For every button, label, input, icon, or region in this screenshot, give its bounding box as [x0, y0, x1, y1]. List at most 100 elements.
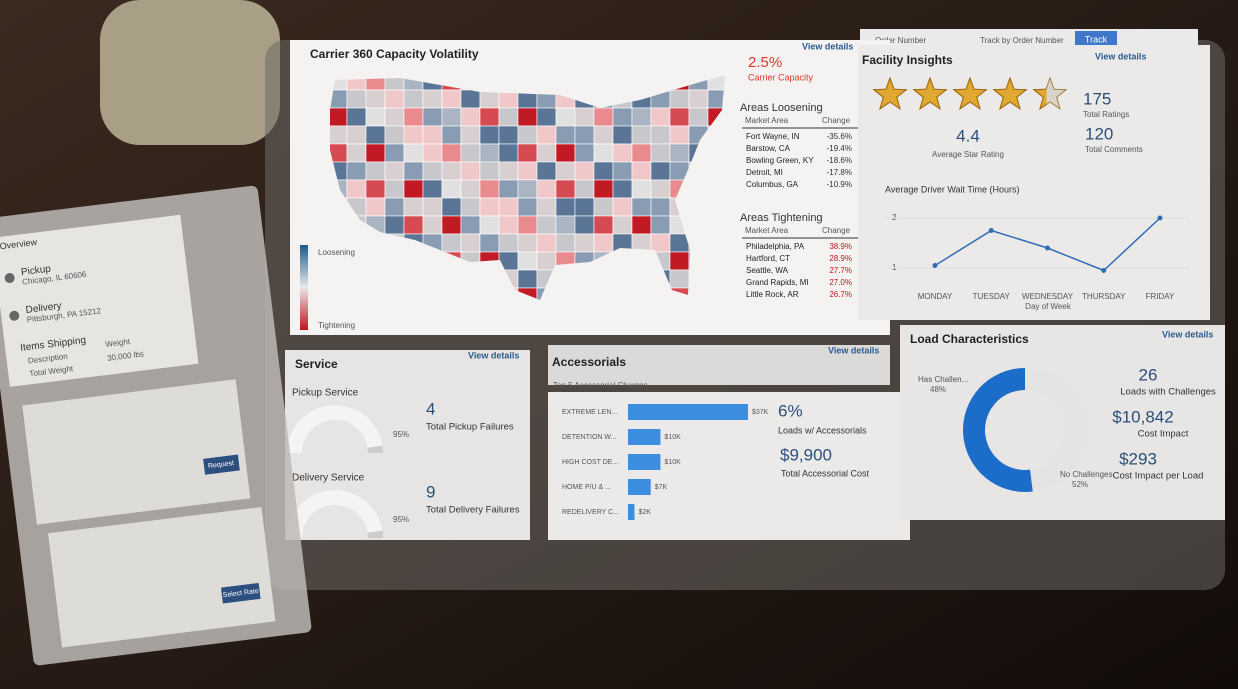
- search-input[interactable]: Track by Order Number: [980, 36, 1064, 45]
- state: [650, 143, 671, 163]
- market-area: Hartford, CT: [746, 254, 790, 263]
- state: [422, 215, 443, 235]
- state: [593, 233, 614, 253]
- state: [479, 233, 500, 253]
- point: [1101, 268, 1107, 273]
- total-weight: 30,000 lbs: [107, 349, 145, 362]
- state: [384, 197, 405, 217]
- gauge-value-label: 95%: [393, 430, 409, 439]
- total: $9,900: [780, 445, 832, 464]
- view-details[interactable]: View details: [1162, 329, 1213, 339]
- legend-top: Loosening: [318, 248, 355, 257]
- state: [612, 161, 633, 181]
- overview-title: Overview: [0, 237, 38, 252]
- state: [498, 233, 519, 253]
- state: [555, 197, 576, 217]
- col-header: Market Area: [745, 226, 789, 235]
- bar: [628, 404, 748, 420]
- state: [346, 161, 367, 181]
- state: [612, 197, 633, 217]
- legend-gradient: [300, 245, 308, 330]
- select-rate-button[interactable]: [220, 582, 261, 604]
- state: [384, 179, 405, 199]
- state: [574, 215, 595, 235]
- accessorials-panel: Accessorials View details Top 5 Accessor…: [548, 345, 910, 540]
- state: [384, 215, 405, 235]
- state: [593, 143, 614, 163]
- col-header: Market Area: [745, 116, 789, 125]
- state: [365, 107, 386, 127]
- view-details[interactable]: View details: [468, 350, 519, 360]
- state: [479, 107, 500, 127]
- state: [330, 125, 348, 145]
- state: [384, 107, 405, 127]
- state: [555, 107, 576, 127]
- market-area: Barstow, CA: [746, 144, 791, 153]
- facility-title: Facility Insights: [862, 53, 953, 67]
- state: [365, 143, 386, 163]
- gauge-value-label: 95%: [393, 515, 409, 524]
- state: [479, 89, 500, 109]
- star: [993, 78, 1027, 110]
- state: [593, 197, 614, 217]
- state: [422, 107, 443, 127]
- state: [555, 233, 576, 253]
- state: [612, 143, 633, 163]
- state: [346, 143, 367, 163]
- state: [650, 233, 671, 253]
- state: [403, 179, 424, 199]
- state: [669, 89, 690, 109]
- request-button[interactable]: [203, 454, 240, 475]
- state: [536, 107, 557, 127]
- x-tick-label: TUESDAY: [973, 292, 1011, 301]
- state: [593, 107, 614, 127]
- state: [650, 215, 671, 235]
- state: [346, 107, 367, 127]
- failure-count: 9: [426, 482, 435, 501]
- legend-label: No Challenges: [1060, 470, 1112, 479]
- view-details[interactable]: View details: [828, 345, 879, 355]
- state: [441, 179, 462, 199]
- state: [612, 179, 633, 199]
- facility-panel: Facility Insights View details 4.4 Avera…: [858, 45, 1210, 320]
- state: [384, 143, 405, 163]
- bar: [628, 454, 661, 470]
- change: 27.0%: [829, 278, 852, 287]
- chart-title: Top 5 Accessorial Charges: [553, 381, 648, 390]
- state: [422, 197, 443, 217]
- order-select[interactable]: Order Number: [875, 36, 926, 45]
- select-rate-label: Select Rate: [222, 588, 259, 599]
- state: [536, 197, 557, 217]
- star: [1033, 85, 1047, 110]
- donut-segment: [1025, 368, 1087, 492]
- state: [669, 107, 690, 127]
- state: [574, 197, 595, 217]
- state: [403, 89, 424, 109]
- stat-label: Cost Impact per Load: [1113, 471, 1204, 482]
- state: [441, 215, 462, 235]
- state: [669, 143, 690, 163]
- view-details[interactable]: View details: [1095, 51, 1146, 61]
- market-area: Bowling Green, KY: [746, 156, 814, 165]
- state: [650, 107, 671, 127]
- state: [612, 125, 633, 145]
- state: [460, 143, 481, 163]
- state: [536, 143, 557, 163]
- view-details[interactable]: View details: [802, 41, 853, 51]
- state: [498, 107, 519, 127]
- x-tick-label: MONDAY: [918, 292, 953, 301]
- state: [517, 197, 538, 217]
- gauge-label: Pickup Service: [292, 388, 359, 399]
- track-button[interactable]: [1075, 31, 1117, 48]
- state: [517, 269, 538, 289]
- state: [403, 215, 424, 235]
- state: [498, 215, 519, 235]
- total-comments-label: Total Comments: [1085, 145, 1143, 154]
- y-tick-label: EXTREME LEN...: [562, 409, 617, 416]
- stat-value: $293: [1119, 449, 1157, 468]
- state: [517, 107, 538, 127]
- state: [479, 143, 500, 163]
- state: [536, 251, 557, 271]
- state: [536, 125, 557, 145]
